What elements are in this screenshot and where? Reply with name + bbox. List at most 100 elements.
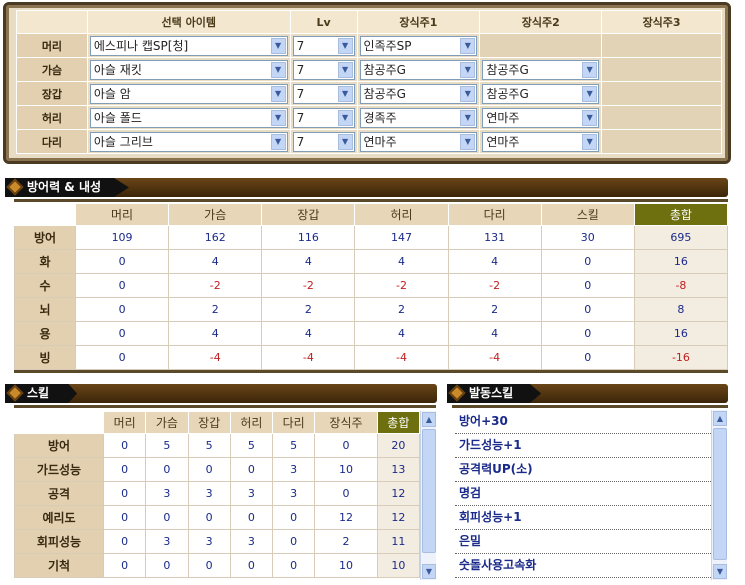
chevron-down-icon[interactable]: ▼ bbox=[270, 85, 286, 102]
item-select[interactable]: 아슬 폴드 ▼ bbox=[89, 107, 288, 128]
table-row: 가드성능 0 0 0 0 3 10 13 bbox=[14, 457, 421, 482]
chevron-down-icon[interactable]: ▼ bbox=[582, 133, 598, 150]
column-header: 허리 bbox=[229, 411, 274, 434]
item-select[interactable]: 아슬 재킷 ▼ bbox=[89, 59, 288, 80]
chevron-down-icon[interactable]: ▼ bbox=[337, 85, 353, 102]
scroll-down-icon[interactable]: ▼ bbox=[422, 564, 436, 579]
lv-value: 7 bbox=[296, 38, 305, 53]
scroll-up-icon[interactable]: ▲ bbox=[713, 411, 727, 426]
lv-select[interactable]: 7 ▼ bbox=[292, 131, 355, 152]
chevron-down-icon[interactable]: ▼ bbox=[337, 109, 353, 126]
lv-select[interactable]: 7 ▼ bbox=[292, 59, 355, 80]
gem2-select[interactable]: 참공주G ▼ bbox=[482, 59, 600, 80]
chevron-down-icon[interactable]: ▼ bbox=[270, 109, 286, 126]
skills-scrollbar[interactable]: ▲ ▼ bbox=[420, 411, 436, 580]
gem1-cell: 연마주 ▼ bbox=[356, 129, 481, 154]
gem3-cell bbox=[601, 129, 722, 154]
value-cell: 4 bbox=[447, 249, 542, 274]
scroll-thumb[interactable] bbox=[422, 429, 436, 553]
item-select[interactable]: 아슬 그리브 ▼ bbox=[89, 131, 288, 152]
gem1-select[interactable]: 연마주 ▼ bbox=[359, 131, 478, 152]
gem1-select[interactable]: 경족주 ▼ bbox=[359, 107, 478, 128]
active-skills-scrollbar[interactable]: ▲ ▼ bbox=[711, 410, 727, 580]
gem2-select[interactable]: 연마주 ▼ bbox=[482, 107, 600, 128]
active-skill-item[interactable]: 방어+30 bbox=[455, 410, 711, 434]
value-cell: -4 bbox=[354, 345, 449, 370]
lv-select[interactable]: 7 ▼ bbox=[292, 107, 355, 128]
value-cell: 4 bbox=[168, 321, 263, 346]
lv-value: 7 bbox=[296, 86, 305, 101]
value-cell: 0 bbox=[187, 505, 231, 530]
chevron-down-icon[interactable]: ▼ bbox=[582, 61, 598, 78]
table-row: 용 0 4 4 4 4 0 16 bbox=[14, 321, 729, 346]
skills-table: 머리 가슴 장갑 허리 다리 장식주 총합 방어 0 5 5 5 5 0 20 가드성능 0 0 0 0 3 10 13 공격… bbox=[14, 411, 421, 578]
value-cell: 3 bbox=[187, 529, 231, 554]
gem1-select[interactable]: 참공주G ▼ bbox=[359, 59, 478, 80]
scroll-thumb[interactable] bbox=[713, 428, 727, 560]
column-header: 가슴 bbox=[168, 203, 263, 226]
table-row: 예리도 0 0 0 0 0 12 12 bbox=[14, 505, 421, 530]
scroll-up-icon[interactable]: ▲ bbox=[422, 412, 436, 427]
value-cell: -2 bbox=[354, 273, 449, 298]
active-skill-item[interactable]: 공격력UP(소) bbox=[455, 458, 711, 482]
gem3-cell bbox=[601, 105, 722, 130]
chevron-down-icon[interactable]: ▼ bbox=[582, 85, 598, 102]
value-cell: -4 bbox=[168, 345, 263, 370]
defense-table: 머리 가슴 장갑 허리 다리 스킬 총합 방어 109 162 116 147 131 30 695 화 0 4 4… bbox=[14, 203, 729, 370]
equipment-row: 허리 아슬 폴드 ▼ 7 ▼ 경족주 ▼ 연마주 ▼ bbox=[16, 105, 722, 130]
value-cell: 4 bbox=[261, 249, 356, 274]
active-skills-list: 방어+30 가드성능+1 공격력UP(소) 명검 회피성능+1 은밀 숫돌사용고속화 bbox=[455, 410, 711, 578]
active-skill-item[interactable]: 가드성능+1 bbox=[455, 434, 711, 458]
lv-cell: 7 ▼ bbox=[289, 129, 358, 154]
lv-select[interactable]: 7 ▼ bbox=[292, 35, 355, 56]
chevron-down-icon[interactable]: ▼ bbox=[582, 109, 598, 126]
chevron-down-icon[interactable]: ▼ bbox=[460, 85, 476, 102]
table-row: 화 0 4 4 4 4 0 16 bbox=[14, 249, 729, 274]
item-value: 아슬 암 bbox=[93, 86, 131, 101]
table-row: 기척 0 0 0 0 0 10 10 bbox=[14, 553, 421, 578]
active-skill-item[interactable]: 명검 bbox=[455, 482, 711, 506]
item-select[interactable]: 에스피나 캡SP[청] ▼ bbox=[89, 35, 288, 56]
value-cell: 2 bbox=[447, 297, 542, 322]
column-header: 장갑 bbox=[261, 203, 356, 226]
value-cell: 3 bbox=[271, 457, 316, 482]
active-skill-item[interactable]: 숫돌사용고속화 bbox=[455, 554, 711, 578]
chevron-down-icon[interactable]: ▼ bbox=[270, 133, 286, 150]
table-row: 수 0 -2 -2 -2 -2 0 -8 bbox=[14, 273, 729, 298]
scroll-down-icon[interactable]: ▼ bbox=[713, 564, 727, 579]
gem1-select[interactable]: 인족주SP ▼ bbox=[359, 35, 478, 56]
chevron-down-icon[interactable]: ▼ bbox=[460, 61, 476, 78]
chevron-down-icon[interactable]: ▼ bbox=[337, 133, 353, 150]
value-cell: 0 bbox=[314, 433, 378, 458]
row-label: 화 bbox=[14, 249, 76, 274]
skills-header: 스킬 bbox=[5, 384, 437, 403]
chevron-down-icon[interactable]: ▼ bbox=[270, 61, 286, 78]
chevron-down-icon[interactable]: ▼ bbox=[337, 61, 353, 78]
active-skill-item[interactable]: 회피성능+1 bbox=[455, 506, 711, 530]
chevron-down-icon[interactable]: ▼ bbox=[460, 37, 476, 54]
value-cell: 10 bbox=[314, 457, 378, 482]
value-cell: 0 bbox=[74, 249, 170, 274]
gem2-select[interactable]: 연마주 ▼ bbox=[482, 131, 600, 152]
active-skill-item[interactable]: 은밀 bbox=[455, 530, 711, 554]
gem2-select[interactable]: 참공주G ▼ bbox=[482, 83, 600, 104]
column-header bbox=[14, 203, 76, 226]
value-cell: 147 bbox=[354, 225, 449, 250]
value-cell: 0 bbox=[271, 553, 316, 578]
gem1-select[interactable]: 참공주G ▼ bbox=[359, 83, 478, 104]
value-cell: 4 bbox=[168, 249, 263, 274]
item-select[interactable]: 아슬 암 ▼ bbox=[89, 83, 288, 104]
lv-value: 7 bbox=[296, 110, 305, 125]
row-label: 수 bbox=[14, 273, 76, 298]
value-cell: 12 bbox=[314, 505, 378, 530]
column-header: 장식주3 bbox=[601, 10, 722, 34]
item-value: 아슬 재킷 bbox=[93, 62, 142, 77]
chevron-down-icon[interactable]: ▼ bbox=[270, 37, 286, 54]
gem1-value: 참공주G bbox=[363, 86, 406, 101]
chevron-down-icon[interactable]: ▼ bbox=[460, 109, 476, 126]
chevron-down-icon[interactable]: ▼ bbox=[460, 133, 476, 150]
value-cell: 5 bbox=[145, 433, 189, 458]
lv-select[interactable]: 7 ▼ bbox=[292, 83, 355, 104]
value-cell: 0 bbox=[314, 481, 378, 506]
chevron-down-icon[interactable]: ▼ bbox=[337, 37, 353, 54]
